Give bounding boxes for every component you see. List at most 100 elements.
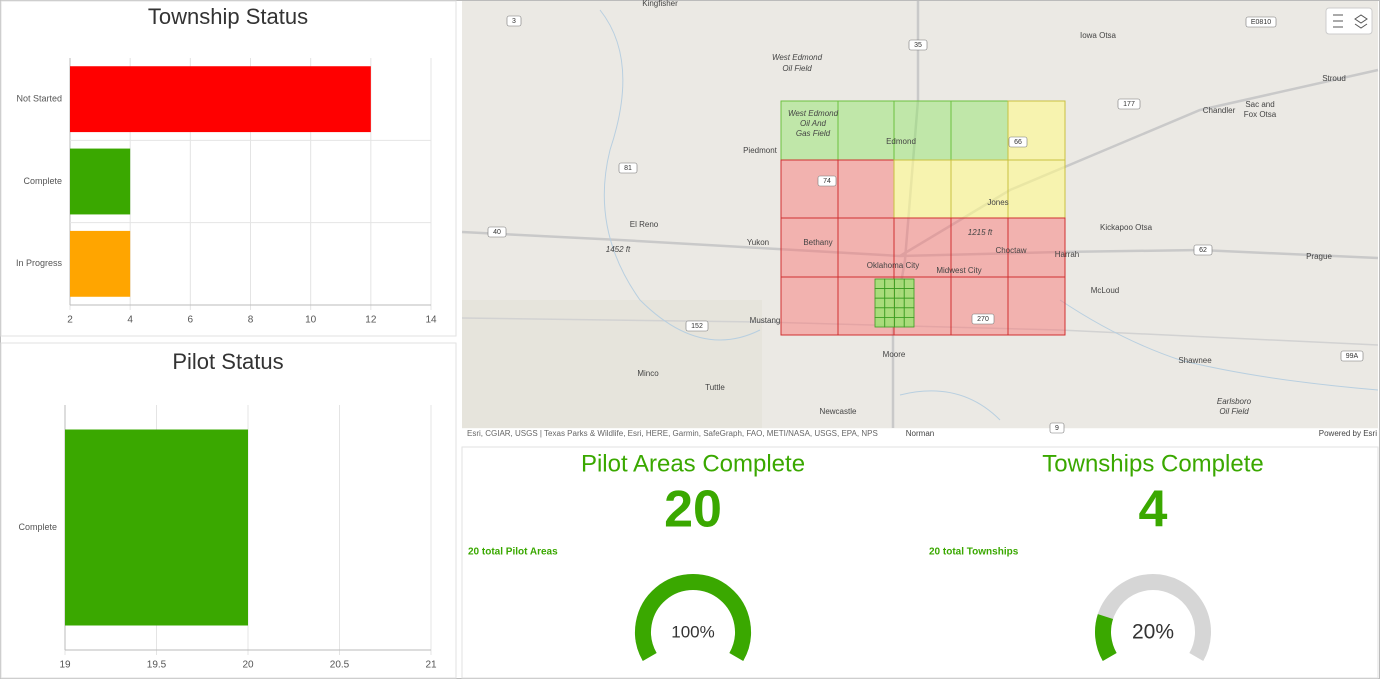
gauge-fill xyxy=(1095,614,1117,661)
township[interactable] xyxy=(950,276,1009,336)
map-label: Choctaw xyxy=(995,246,1026,255)
highway-label: 152 xyxy=(691,323,703,330)
map-label: Norman xyxy=(906,429,934,438)
township[interactable] xyxy=(950,159,1009,219)
pilot-area xyxy=(894,278,905,290)
map-label: 1215 ft xyxy=(968,228,993,237)
highway-shield xyxy=(506,15,522,27)
map-label: Fox Otsa xyxy=(1244,110,1277,119)
map-label: Stroud xyxy=(1322,74,1346,83)
pilot-area xyxy=(903,316,915,328)
map-label: Mustang xyxy=(750,316,781,325)
layers-button[interactable] xyxy=(1354,14,1368,29)
map-label: Harrah xyxy=(1055,250,1079,259)
pilot-area xyxy=(884,297,895,309)
map[interactable]: Kingfisher West Edmond Oil Field Iowa Otsa S… xyxy=(461,0,1379,440)
highway-shield xyxy=(971,313,995,325)
pilot-area xyxy=(884,316,895,328)
township[interactable] xyxy=(950,100,1009,161)
township[interactable] xyxy=(780,217,839,278)
highway-label: 62 xyxy=(1199,247,1207,254)
map-label: Chandler xyxy=(1203,106,1236,115)
panel xyxy=(461,446,1379,679)
township[interactable] xyxy=(893,217,952,278)
indicator-title: Townships Complete xyxy=(1042,450,1263,477)
map-label: Tuttle xyxy=(705,383,725,392)
pilot-area xyxy=(874,316,886,328)
map-label: Piedmont xyxy=(743,146,778,155)
map-label: Midwest City xyxy=(936,266,981,275)
map-label: Minco xyxy=(637,369,659,378)
y-tick-label: Complete xyxy=(23,176,62,186)
gauge-label: 100% xyxy=(671,622,714,641)
map-label: McLoud xyxy=(1091,286,1119,295)
township[interactable] xyxy=(950,217,1009,278)
map-label: Shawnee xyxy=(1178,356,1212,365)
map-label: Moore xyxy=(883,350,906,359)
pilot-area xyxy=(874,307,886,318)
pilot-area xyxy=(894,288,905,299)
map-label: 1452 ft xyxy=(606,245,631,254)
highway-label: 40 xyxy=(493,229,501,236)
highway-label: 9 xyxy=(1055,425,1059,432)
indicator-title: Pilot Areas Complete xyxy=(581,450,805,477)
township[interactable] xyxy=(1007,100,1066,161)
river xyxy=(599,9,1379,421)
pilot-area xyxy=(903,278,915,290)
pilot-area xyxy=(894,307,905,318)
township[interactable] xyxy=(780,159,839,219)
indicator-subtitle: 20 total Pilot Areas xyxy=(468,547,558,558)
x-tick-label: 6 xyxy=(188,315,194,326)
legend-button[interactable] xyxy=(1333,14,1343,28)
map-label: Oil And xyxy=(800,119,826,128)
township[interactable] xyxy=(780,276,839,336)
pilot-area xyxy=(874,278,886,290)
map-label: Sac and xyxy=(1245,100,1274,109)
township[interactable] xyxy=(1007,159,1066,219)
highway-label: 66 xyxy=(1014,139,1022,146)
highway-shield xyxy=(1245,16,1277,28)
highway-shield xyxy=(1193,244,1213,256)
x-tick-label: 4 xyxy=(127,315,133,326)
map-label: Kingfisher xyxy=(642,0,678,8)
pilot-area xyxy=(884,278,895,290)
highway-label: 81 xyxy=(624,165,632,172)
township[interactable] xyxy=(837,217,895,278)
township[interactable] xyxy=(837,159,895,219)
y-tick-label: Complete xyxy=(18,522,57,532)
bar xyxy=(70,66,371,133)
highway-shield xyxy=(1117,98,1141,110)
x-tick-label: 2 xyxy=(67,315,73,326)
township[interactable] xyxy=(893,159,952,219)
map-label: West Edmond xyxy=(772,53,823,62)
highway-shield xyxy=(685,320,709,332)
map-label: Prague xyxy=(1306,252,1332,261)
township[interactable] xyxy=(893,100,952,161)
highway-label: 35 xyxy=(914,42,922,49)
highway-shield xyxy=(1008,136,1028,148)
highway-shield xyxy=(817,175,837,187)
pilot-area xyxy=(894,316,905,328)
chart-title: Pilot Status xyxy=(172,349,283,374)
map-label: Newcastle xyxy=(820,407,857,416)
x-tick-label: 21 xyxy=(425,660,437,671)
pilot-area xyxy=(903,297,915,309)
highway-label: 3 xyxy=(512,18,516,25)
township[interactable] xyxy=(837,100,895,161)
pilot-area xyxy=(884,288,895,299)
gauge-label: 20% xyxy=(1132,621,1174,644)
map-label: Earlsboro xyxy=(1217,397,1252,406)
map-label: Bethany xyxy=(803,238,832,247)
pilot-area xyxy=(884,307,895,318)
map-label: Yukon xyxy=(747,238,769,247)
y-tick-label: In Progress xyxy=(16,258,63,268)
map-label: Oil Field xyxy=(1219,407,1249,416)
x-tick-label: 20 xyxy=(242,660,254,671)
township[interactable] xyxy=(1007,276,1066,336)
road xyxy=(891,1,920,428)
pilot-area xyxy=(903,288,915,299)
highway-label: 74 xyxy=(823,178,831,185)
chart-title: Township Status xyxy=(148,4,308,29)
x-tick-label: 14 xyxy=(425,315,437,326)
